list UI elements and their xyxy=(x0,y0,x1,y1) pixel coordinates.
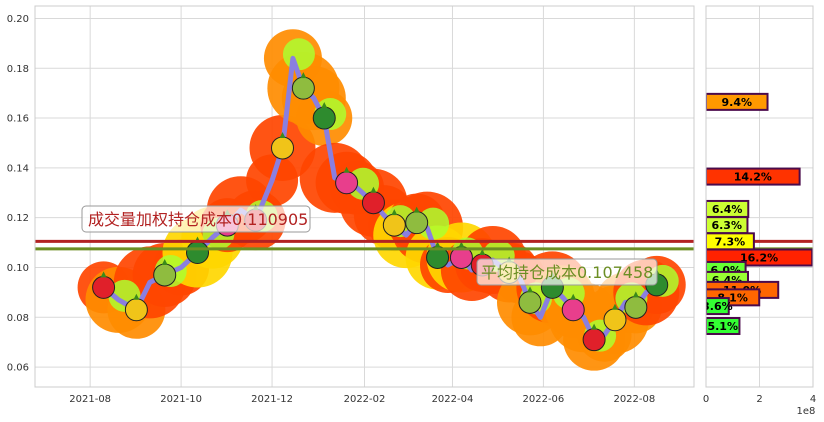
price-panel-y-ticks: 0.06 0.08 0.10 0.12 0.14 0.16 0.18 0.20 xyxy=(7,14,29,374)
y-tick-label: 0.12 xyxy=(7,213,29,224)
volume-bar-rect xyxy=(706,316,741,335)
price-point-marker xyxy=(382,213,406,237)
avg-cost-annotation: 平均持仓成本0.107458 xyxy=(476,258,658,286)
volume-bar: 7.3% xyxy=(706,232,755,251)
annotation-box xyxy=(476,258,658,286)
price-point-marker-leaf xyxy=(391,209,398,216)
y-tick-label: 0.16 xyxy=(7,114,29,125)
price-point-marker-leaf xyxy=(413,206,420,213)
price-point-marker-leaf xyxy=(434,241,441,248)
price-point-marker-leaf xyxy=(526,286,533,293)
x-tick-label: 0 xyxy=(703,394,709,405)
price-point-marker xyxy=(561,298,585,322)
vwap-cost-annotation: 成交量加权持仓成本0.110905 xyxy=(81,205,311,233)
price-point-marker-leaf xyxy=(300,72,307,79)
price-point-marker xyxy=(582,328,606,352)
price-point-marker xyxy=(361,191,385,215)
price-point-marker-leaf xyxy=(591,323,598,330)
volume-bar-label: 14.2% xyxy=(734,171,772,184)
price-point-marker-leaf xyxy=(458,241,465,248)
y-tick-label: 0.14 xyxy=(7,163,29,174)
y-tick-label: 0.18 xyxy=(7,64,29,75)
x-tick-label: 2021-10 xyxy=(160,394,202,405)
x-tick-label: 2022-02 xyxy=(344,394,386,405)
price-point-marker-leaf xyxy=(343,166,350,173)
avg-cost-label: 平均持仓成本0.107458 xyxy=(481,263,653,282)
y-tick-label: 0.20 xyxy=(7,14,29,25)
x-tick-label: 2022-08 xyxy=(613,394,655,405)
price-point-marker-leaf xyxy=(632,291,639,298)
volume-bar-rect xyxy=(706,92,769,111)
price-point-marker xyxy=(92,275,116,299)
volume-bar: 5.1% xyxy=(706,316,741,335)
price-point-marker xyxy=(335,171,359,195)
volume-bar-rect xyxy=(706,297,730,316)
price-panel-frame xyxy=(34,5,695,388)
volume-bar-label: 6.4% xyxy=(712,203,743,216)
price-panel-cost-lines xyxy=(35,239,694,251)
x-tick-label: 2021-08 xyxy=(69,394,111,405)
volume-bar: 3.6% xyxy=(702,297,733,316)
price-point-marker xyxy=(312,106,336,130)
volume-bar: 6.3% xyxy=(706,216,749,235)
price-panel-x-ticks: 2021-08 2021-10 2021-12 2022-02 2022-04 2022-… xyxy=(69,394,655,405)
x-tick-label: 2022-04 xyxy=(432,394,474,405)
cost-band-marker xyxy=(282,38,315,71)
price-point-marker-leaf xyxy=(611,303,618,310)
x-tick-label: 2022-06 xyxy=(523,394,565,405)
price-point-marker-leaf xyxy=(100,271,107,278)
volume-bar-rect xyxy=(706,167,801,186)
y-tick-label: 0.06 xyxy=(7,363,29,374)
volume-bar-label: 3.6% xyxy=(702,300,733,313)
volume-bar: 6.4% xyxy=(706,199,750,218)
price-point-marker xyxy=(405,211,429,235)
volume-bar: 14.2% xyxy=(706,167,801,186)
price-point-marker-leaf xyxy=(133,293,140,300)
volume-bar-label: 5.1% xyxy=(707,320,738,333)
x-offset-label: 1e8 xyxy=(797,406,816,417)
volume-bar: 9.4% xyxy=(706,92,769,111)
volume-bar-label: 6.3% xyxy=(711,219,742,232)
volume-bar-label: 9.4% xyxy=(722,96,753,109)
price-point-marker xyxy=(124,298,148,322)
price-point-marker xyxy=(153,263,177,287)
volume-distribution-panel: 9.4%14.2%6.4%6.3%7.3%16.2%6.0%6.4%11.0%8… xyxy=(702,5,816,417)
price-point-marker-leaf xyxy=(321,102,328,109)
volume-bar-label: 16.2% xyxy=(740,252,778,265)
annotation-box xyxy=(81,205,311,233)
volume-panel-bars: 9.4%14.2%6.4%6.3%7.3%16.2%6.0%6.4%11.0%8… xyxy=(702,92,813,335)
volume-panel-frame xyxy=(705,5,814,388)
price-point-marker xyxy=(518,290,542,314)
price-point-marker-leaf xyxy=(370,186,377,193)
volume-bar-label: 7.3% xyxy=(715,235,746,248)
y-tick-label: 0.10 xyxy=(7,263,29,274)
price-point-marker xyxy=(603,308,627,332)
vwap-cost-label: 成交量加权持仓成本0.110905 xyxy=(88,210,308,229)
x-tick-label: 2021-12 xyxy=(251,394,293,405)
price-point-marker xyxy=(270,136,294,160)
y-tick-label: 0.08 xyxy=(7,313,29,324)
price-point-marker-leaf xyxy=(279,131,286,138)
price-point-marker xyxy=(291,76,315,100)
price-point-marker xyxy=(624,295,648,319)
price-point-marker xyxy=(186,241,210,265)
price-point-marker-leaf xyxy=(479,248,486,255)
x-tick-label: 2 xyxy=(756,394,762,405)
x-tick-label: 4 xyxy=(810,394,816,405)
price-panel-annotations: 成交量加权持仓成本0.110905 平均持仓成本0.107458 xyxy=(81,205,658,286)
price-point-marker-leaf xyxy=(161,258,168,265)
price-point-marker-leaf xyxy=(570,293,577,300)
